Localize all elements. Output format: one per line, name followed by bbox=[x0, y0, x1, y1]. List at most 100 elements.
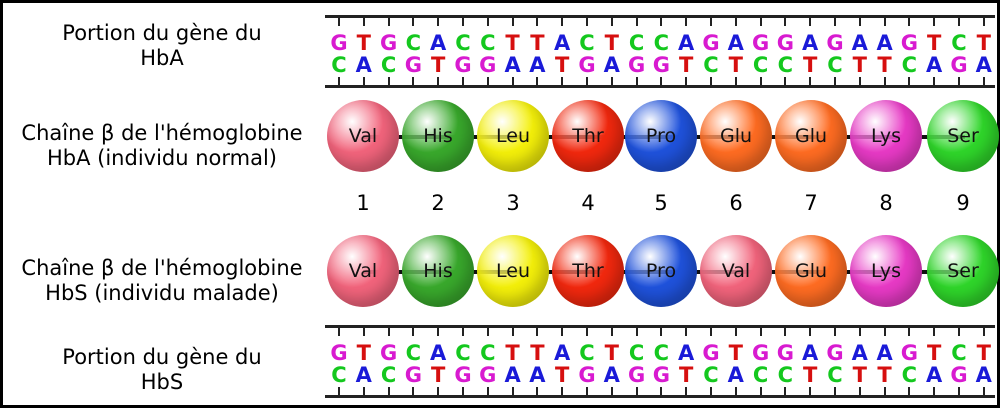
nucleotide-C: C bbox=[901, 363, 918, 387]
bond-tick bbox=[511, 328, 514, 336]
nucleotide-C: C bbox=[628, 31, 645, 55]
nucleotide-A: A bbox=[678, 31, 695, 55]
nucleotide-C: C bbox=[331, 53, 347, 77]
amino-acid-thr: Thr bbox=[552, 100, 624, 172]
nucleotide-T: T bbox=[356, 31, 371, 55]
protein-chain-hbs: Val His Leu Thr Pro Val Glu Lys Ser bbox=[325, 233, 999, 309]
nucleotide-G: G bbox=[950, 53, 968, 77]
nucleotide-C: C bbox=[480, 341, 496, 365]
label-chain-hba: Chaîne β de l'hémoglobine HbA (individu n… bbox=[3, 121, 321, 171]
bond-tick bbox=[784, 387, 787, 395]
amino-acid-his: His bbox=[402, 100, 474, 172]
bond-tick bbox=[511, 387, 514, 395]
amino-acid-glu: Glu bbox=[775, 235, 847, 307]
bond-tick bbox=[759, 328, 762, 336]
nucleotide-A: A bbox=[802, 341, 819, 365]
bond-tick bbox=[858, 328, 861, 336]
bond-tick bbox=[809, 387, 812, 395]
nucleotide-A: A bbox=[678, 341, 695, 365]
nucleotide-T: T bbox=[976, 31, 991, 55]
nucleotide-G: G bbox=[776, 341, 795, 365]
nucleotide-A: A bbox=[727, 31, 744, 55]
bond-tick bbox=[883, 77, 886, 85]
nucleotide-G: G bbox=[330, 341, 348, 365]
label-gene-hba: Portion du gène du HbA bbox=[3, 21, 321, 71]
bond-tick bbox=[437, 77, 440, 85]
label-line: Portion du gène du bbox=[62, 345, 262, 369]
nucleotide-G: G bbox=[627, 53, 646, 77]
bond-tick bbox=[958, 18, 960, 26]
label-line: Chaîne β de l'hémoglobine bbox=[21, 121, 303, 145]
bond-tick bbox=[338, 18, 340, 26]
nucleotide-T: T bbox=[803, 53, 818, 77]
position-number: 5 bbox=[654, 191, 668, 215]
nucleotide-T: T bbox=[976, 341, 991, 365]
amino-acid-pro: Pro bbox=[625, 100, 697, 172]
nucleotide-T: T bbox=[728, 53, 743, 77]
bond-tick bbox=[610, 328, 613, 336]
nucleotide-A: A bbox=[727, 363, 744, 387]
bond-tick bbox=[858, 77, 861, 85]
nucleotide-C: C bbox=[827, 53, 843, 77]
bond-tick bbox=[759, 387, 762, 395]
bond-tick bbox=[982, 328, 985, 336]
bond-tick bbox=[685, 18, 688, 26]
bond-tick bbox=[536, 18, 539, 26]
amino-acid-pro: Pro bbox=[625, 235, 697, 307]
bond-tick bbox=[982, 18, 985, 26]
nucleotide-C: C bbox=[480, 31, 496, 55]
position-number: 2 bbox=[431, 191, 445, 215]
bond-tick bbox=[338, 387, 340, 395]
nucleotide-T: T bbox=[852, 363, 867, 387]
nucleotide-T: T bbox=[877, 53, 892, 77]
bond-tick bbox=[610, 77, 613, 85]
bond-tick bbox=[685, 77, 688, 85]
bond-tick bbox=[660, 387, 663, 395]
nucleotide-T: T bbox=[505, 341, 520, 365]
position-number: 9 bbox=[956, 191, 970, 215]
nucleotide-T: T bbox=[530, 341, 545, 365]
nucleotide-T: T bbox=[852, 53, 867, 77]
nucleotide-T: T bbox=[679, 53, 694, 77]
nucleotide-A: A bbox=[529, 363, 546, 387]
nucleotide-C: C bbox=[380, 53, 397, 77]
nucleotide-A: A bbox=[926, 363, 943, 387]
nucleotide-G: G bbox=[652, 363, 671, 387]
bond-tick bbox=[734, 77, 737, 85]
bond-tick bbox=[437, 328, 440, 336]
nucleotide-A: A bbox=[603, 53, 620, 77]
label-line: HbA (individu normal) bbox=[46, 146, 277, 170]
bond-tick bbox=[586, 387, 588, 395]
bond-tick bbox=[660, 77, 663, 85]
bond-tick bbox=[437, 18, 440, 26]
bond-tick bbox=[660, 328, 663, 336]
nucleotide-T: T bbox=[505, 31, 520, 55]
nucleotide-A: A bbox=[529, 53, 546, 77]
bond-tick bbox=[908, 387, 911, 395]
nucleotide-G: G bbox=[479, 363, 497, 387]
bond-tick bbox=[536, 77, 539, 85]
nucleotide-C: C bbox=[579, 341, 595, 365]
nucleotide-G: G bbox=[627, 363, 646, 387]
bond-tick bbox=[784, 77, 787, 85]
nucleotide-A: A bbox=[876, 341, 893, 365]
nucleotide-C: C bbox=[777, 53, 794, 77]
bond-tick bbox=[610, 387, 613, 395]
bond-tick bbox=[933, 387, 936, 395]
bond-tick bbox=[412, 77, 415, 85]
bond-tick bbox=[610, 18, 613, 26]
nucleotide-A: A bbox=[355, 53, 372, 77]
bond-tick bbox=[710, 387, 712, 395]
bond-tick bbox=[462, 328, 464, 336]
bond-tick bbox=[387, 77, 390, 85]
nucleotide-C: C bbox=[752, 363, 769, 387]
nucleotide-G: G bbox=[900, 31, 919, 55]
nucleotide-G: G bbox=[578, 53, 596, 77]
bond-tick bbox=[635, 18, 638, 26]
nucleotide-G: G bbox=[454, 53, 472, 77]
label-chain-hbs: Chaîne β de l'hémoglobine HbS (individu m… bbox=[3, 256, 321, 306]
nucleotide-G: G bbox=[379, 31, 398, 55]
bond-tick bbox=[536, 328, 539, 336]
nucleotide-G: G bbox=[479, 53, 497, 77]
